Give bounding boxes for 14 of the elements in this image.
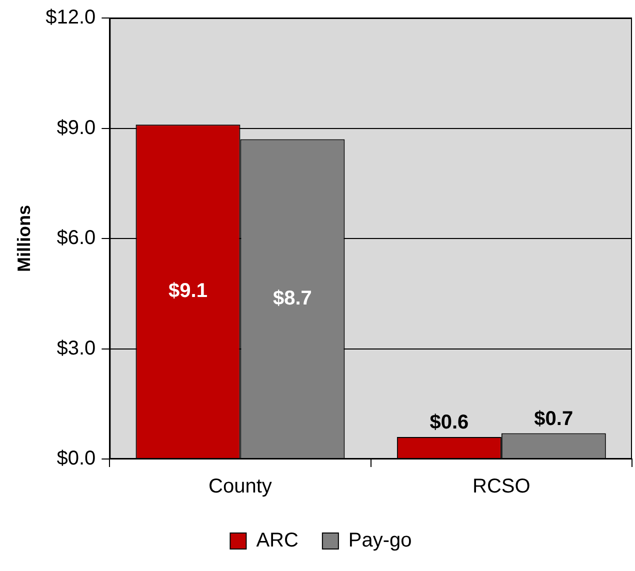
data-label: $0.6	[430, 411, 469, 434]
y-tick-label: $9.0	[56, 116, 96, 139]
data-label: $8.7	[273, 287, 312, 310]
legend-label: ARC	[256, 530, 298, 552]
y-tick-label: $3.0	[56, 337, 96, 360]
y-axis-title: Millions	[14, 205, 34, 272]
y-tick-label: $12.0	[46, 6, 96, 29]
x-tick-label: County	[208, 476, 272, 498]
legend-label: Pay-go	[348, 530, 412, 552]
y-tick-label: $6.0	[56, 227, 96, 250]
y-tick-label: $0.0	[56, 448, 96, 470]
data-label: $0.7	[534, 408, 574, 430]
x-tick-label: RCSO	[472, 476, 530, 498]
data-label: $9.1	[168, 280, 208, 302]
